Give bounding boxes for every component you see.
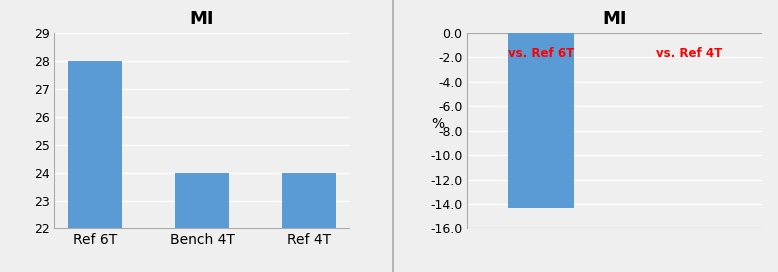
Bar (508, 33, 574, 208)
Bar (175, 172, 229, 228)
Title: MI: MI (190, 10, 214, 28)
Text: vs. Ref 6T: vs. Ref 6T (508, 47, 574, 60)
Y-axis label: %: % (431, 117, 444, 131)
Bar (68, 61, 121, 228)
Bar (282, 172, 336, 228)
Title: MI: MI (603, 10, 627, 28)
Text: vs. Ref 4T: vs. Ref 4T (656, 47, 722, 60)
